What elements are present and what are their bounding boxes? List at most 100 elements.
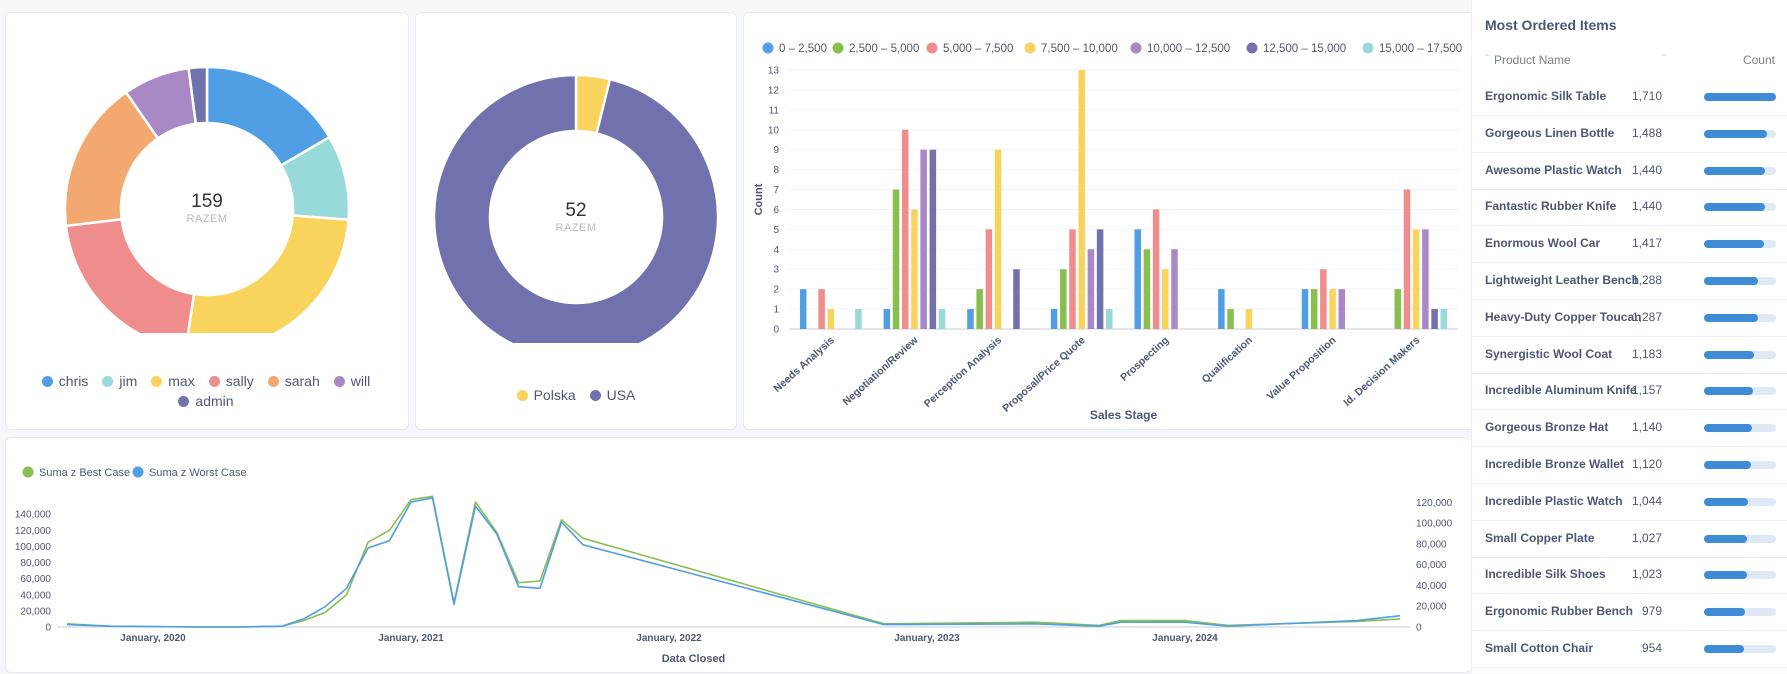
bar[interactable] [1245,309,1253,329]
bar[interactable] [1338,289,1346,329]
legend-item-series-5[interactable]: 12,500 – 15,000 [1246,42,1347,56]
table-row[interactable]: Synergistic Wool Coat 1,183 [1472,336,1787,374]
line-series-0[interactable] [66,495,1401,628]
bar[interactable] [1106,309,1113,329]
bar[interactable] [1422,229,1429,329]
product-name-cell[interactable]: Fantastic Rubber Knife [1485,199,1617,214]
legend-item-series-1[interactable]: Suma z Worst Case [132,466,247,480]
table-row[interactable]: Small Copper Plate 1,027 [1472,520,1787,558]
legend-item-admin[interactable]: admin [178,393,234,409]
bar[interactable] [1310,289,1318,329]
bar[interactable] [1440,309,1448,329]
legend-item-chris[interactable]: chris [41,373,88,389]
sort-icon[interactable]: ˆ [1485,52,1489,66]
bar[interactable] [827,309,835,329]
bar[interactable] [1143,249,1151,329]
legend-item-series-6[interactable]: 15,000 – 17,500 [1362,42,1463,56]
bar[interactable] [1096,229,1104,329]
table-row[interactable]: Small Cotton Chair 954 [1472,630,1787,668]
donut-slice-max[interactable] [186,214,350,333]
product-name-cell[interactable]: Incredible Silk Shoes [1485,567,1606,582]
bar[interactable] [901,129,909,329]
bar[interactable] [1171,249,1178,329]
product-name-cell[interactable]: Ergonomic Silk Table [1485,89,1607,103]
bar[interactable] [1301,289,1309,329]
table-row[interactable]: Incredible Bronze Wallet 1,120 [1472,446,1787,484]
bar[interactable] [1060,269,1067,329]
bar[interactable] [1152,209,1160,329]
bar[interactable] [1218,289,1225,329]
bar[interactable] [1069,229,1076,329]
product-name-cell[interactable]: Enormous Wool Car [1485,236,1601,251]
bar[interactable] [929,149,937,329]
product-name-cell[interactable]: Small Cotton Chair [1485,641,1594,655]
line-series-1[interactable] [66,497,1401,628]
legend-item-series-0[interactable]: Suma z Best Case [22,466,131,480]
bar[interactable] [1403,189,1411,329]
bar[interactable] [911,209,918,329]
bar[interactable] [920,149,927,329]
bar[interactable] [1431,309,1438,329]
product-name-cell[interactable]: Small Copper Plate [1485,530,1595,545]
table-row[interactable]: Incredible Plastic Watch 1,044 [1472,483,1787,521]
legend-item-series-2[interactable]: 5,000 – 7,500 [926,42,1014,56]
table-row[interactable]: Incredible Aluminum Knife 1,157 [1472,372,1787,411]
bar[interactable] [1412,229,1420,329]
column-header-product-name[interactable]: Product Name [1494,53,1571,67]
bar[interactable] [1050,309,1058,329]
bar[interactable] [883,309,891,329]
legend-item-sally[interactable]: sally [208,373,254,389]
bar[interactable] [976,289,983,329]
legend-item-series-1[interactable]: 2,500 – 5,000 [832,42,920,56]
legend-item-series-4[interactable]: 10,000 – 12,500 [1130,42,1231,56]
bar[interactable] [1320,269,1327,329]
product-name-cell[interactable]: Lightweight Leather Bench [1485,273,1640,287]
table-row[interactable]: Fantastic Rubber Knife 1,440 [1472,188,1787,227]
bar[interactable] [1134,229,1141,329]
product-name-cell[interactable]: Awesome Plastic Watch [1485,162,1622,177]
bar[interactable] [799,289,807,329]
table-row[interactable]: Lightweight Leather Bench 1,288 [1472,262,1787,300]
users-donut-chart[interactable] [6,13,408,333]
bar[interactable] [1394,289,1402,329]
table-row[interactable]: Heavy-Duty Copper Toucan 1,287 [1472,299,1787,337]
product-name-cell[interactable]: Heavy-Duty Copper Toucan [1485,309,1642,324]
bar[interactable] [938,309,946,329]
legend-item-polska[interactable]: Polska [516,387,576,403]
best-worst-case-line-chart[interactable]: Suma z Best Case Suma z Worst Case 0 20,000… [6,438,1472,674]
bar[interactable] [892,189,900,329]
legend-item-series-3[interactable]: 7,500 – 10,000 [1024,42,1118,56]
legend-item-max[interactable]: max [151,373,195,389]
legend-item-usa[interactable]: USA [589,387,635,403]
bar[interactable] [1227,309,1234,329]
product-name-cell[interactable]: Incredible Plastic Watch [1485,493,1623,508]
bar[interactable] [818,289,825,329]
bar[interactable] [994,149,1002,329]
column-header-count[interactable]: Count [1742,53,1775,67]
bar[interactable] [1329,289,1336,329]
donut-slice-usa[interactable] [432,73,720,343]
bar[interactable] [985,229,993,329]
table-row[interactable]: Incredible Silk Shoes 1,023 [1472,556,1787,595]
legend-item-will[interactable]: will [333,373,370,389]
bar[interactable] [1078,70,1085,329]
product-name-cell[interactable]: Incredible Bronze Wallet [1485,457,1624,471]
bar[interactable] [1162,269,1169,329]
table-row[interactable]: Gorgeous Bronze Hat 1,140 [1472,409,1787,448]
donut-slice-sally[interactable] [64,217,196,333]
bar[interactable] [855,309,862,329]
donut-slice-admin[interactable] [187,65,209,126]
sort-icon[interactable]: ˆ [1662,52,1666,66]
table-row[interactable]: Ergonomic Rubber Bench 979 [1472,593,1787,632]
legend-item-jim[interactable]: jim [102,373,137,389]
table-row[interactable]: Awesome Plastic Watch 1,440 [1472,152,1787,190]
country-donut-chart[interactable] [416,13,736,343]
table-row[interactable]: Ergonomic Silk Table 1,710 [1472,78,1787,116]
sales-stage-bar-chart[interactable]: 0 – 2,500 2,500 – 5,000 5,000 – 7,500 7,500… [744,13,1472,429]
product-name-cell[interactable]: Gorgeous Bronze Hat [1485,420,1609,435]
table-row[interactable]: Enormous Wool Car 1,417 [1472,225,1787,264]
legend-item-sarah[interactable]: sarah [267,373,320,389]
table-row[interactable]: Gorgeous Linen Bottle 1,488 [1472,115,1787,153]
legend-item-series-0[interactable]: 0 – 2,500 [762,42,827,56]
product-name-cell[interactable]: Ergonomic Rubber Bench [1485,604,1634,619]
